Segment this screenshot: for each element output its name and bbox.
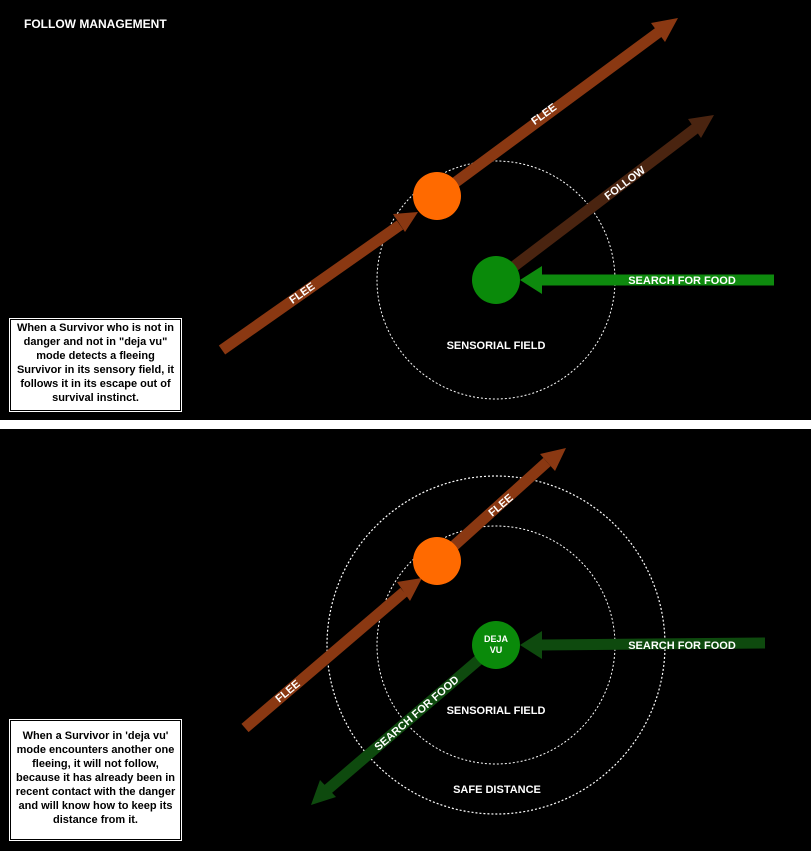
deja-vu-diagram: DEJA VU FLEE FLEE SEARCH FOR FOOD SEARCH… (241, 448, 766, 815)
deja-vu-label-line1: DEJA (484, 634, 509, 644)
search-for-food-arrow-incoming (520, 631, 766, 659)
flee-arrow-upper (433, 18, 678, 201)
fleeing-survivor (413, 537, 461, 585)
fleeing-survivor (413, 172, 461, 220)
flee-arrow-upper (433, 448, 566, 566)
flee-arrow-lower (241, 578, 422, 733)
deja-vu-survivor (472, 621, 520, 669)
deja-vu-label-line2: VU (490, 645, 503, 655)
explanation-note: When a Survivor who is not in danger and… (9, 318, 182, 412)
deja-vu-panel: DEJA VU FLEE FLEE SEARCH FOR FOOD SEARCH… (0, 429, 811, 851)
survivor (472, 256, 520, 304)
search-for-food-arrow (520, 266, 774, 294)
search-for-food-label: SEARCH FOR FOOD (628, 275, 736, 287)
safe-distance-label: SAFE DISTANCE (453, 784, 541, 796)
search-for-food-label-incoming: SEARCH FOR FOOD (628, 640, 736, 652)
follow-diagram: FLEE FLEE FOLLOW SEARCH FOR FOOD SENSORI… (218, 18, 774, 400)
search-for-food-arrow-outgoing (311, 640, 500, 805)
follow-panel: FLEE FLEE FOLLOW SEARCH FOR FOOD SENSORI… (0, 0, 811, 420)
flee-arrow-lower (218, 212, 418, 355)
follow-label: FOLLOW (603, 164, 649, 203)
flee-label-lower: FLEE (287, 281, 317, 307)
page-title: FOLLOW MANAGEMENT (24, 17, 167, 31)
explanation-note: When a Survivor in 'deja vu' mode encoun… (9, 719, 182, 841)
sensorial-field-label: SENSORIAL FIELD (447, 705, 546, 717)
sensorial-field-label: SENSORIAL FIELD (447, 340, 546, 352)
flee-label-lower: FLEE (273, 678, 302, 705)
follow-arrow (492, 115, 714, 285)
